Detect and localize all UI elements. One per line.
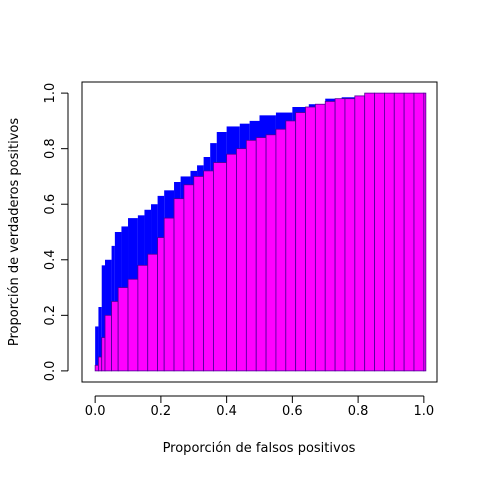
roc-bar (137, 264, 149, 372)
roc-bar (354, 95, 366, 372)
y-tick-label: 0.4 (43, 249, 58, 270)
roc-bar (95, 326, 99, 371)
roc-bar (344, 98, 356, 372)
roc-bar (413, 92, 425, 372)
roc-bar (334, 98, 346, 372)
roc-bar (324, 101, 336, 372)
roc-bar (98, 307, 102, 371)
roc-bar (423, 92, 427, 372)
roc-bar (111, 301, 119, 372)
roc-bar (127, 278, 139, 372)
roc-bar (314, 103, 326, 372)
roc-bar (101, 265, 106, 371)
roc-bar (384, 92, 395, 372)
x-tick-label: 0.4 (216, 404, 237, 419)
y-tick-label: 0.6 (43, 194, 58, 215)
roc-bar (183, 184, 195, 372)
y-tick-label: 0.0 (43, 361, 58, 382)
roc-bar (147, 253, 159, 372)
roc-bar (117, 287, 129, 372)
roc-bar (173, 198, 185, 372)
x-tick-label: 0.6 (282, 404, 303, 419)
roc-bar (295, 112, 306, 372)
roc-bar (94, 364, 99, 372)
y-tick-label: 0.8 (43, 138, 58, 159)
x-axis-label: Proporción de falsos positivos (163, 441, 356, 456)
roc-bar (255, 137, 267, 372)
y-axis-label: Proporción de verdaderos positivos (7, 118, 22, 346)
x-tick-label: 0.2 (151, 404, 172, 419)
x-tick-label: 0.8 (348, 404, 369, 419)
roc-bar (305, 106, 316, 372)
roc-bar (275, 128, 287, 372)
roc-bar (285, 120, 297, 372)
roc-bar (393, 92, 405, 372)
roc-bar (193, 176, 205, 372)
roc-bar (245, 139, 257, 372)
x-tick-label: 0.0 (85, 404, 106, 419)
y-tick-label: 0.2 (43, 305, 58, 326)
roc-bar (157, 237, 165, 372)
y-tick-label: 1.0 (43, 83, 58, 104)
roc-bar (213, 162, 228, 372)
plot-frame (81, 81, 438, 383)
roc-bar (104, 314, 112, 372)
roc-bar (163, 217, 175, 372)
roc-bar (374, 92, 385, 372)
roc-bar (226, 153, 237, 372)
roc-bar (403, 92, 415, 372)
roc-bar (101, 337, 106, 372)
roc-bar (364, 92, 375, 372)
roc-bar (98, 356, 103, 372)
roc-bar (236, 148, 247, 372)
x-tick-label: 1.0 (414, 404, 435, 419)
roc-bar (203, 170, 214, 372)
roc-bar (265, 134, 277, 372)
